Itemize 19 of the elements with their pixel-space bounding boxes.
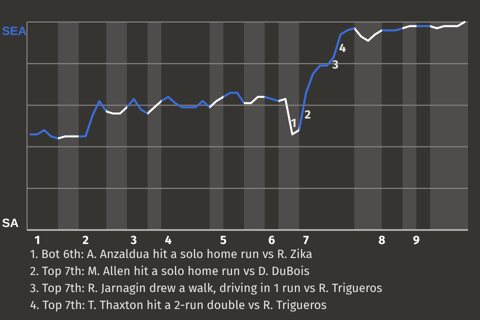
x-tick-label: 4 xyxy=(164,234,172,248)
annotation: 2 xyxy=(304,108,311,123)
annotation: 4 xyxy=(339,42,346,56)
x-tick-label: 8 xyxy=(378,234,386,248)
x-tick-label: 7 xyxy=(303,234,310,248)
text: 2. Top 7th: M. Allen hit a solo home run vs D. DuBois xyxy=(30,265,310,279)
x-tick-label: 6 xyxy=(268,234,276,248)
x-tick-label: 5 xyxy=(220,234,228,248)
text: 3. Top 7th: R. Jarnagin drew a walk, driving in 1 run vs R. Trigueros xyxy=(30,282,383,296)
x-tick-label: 3 xyxy=(130,234,137,248)
text: SA xyxy=(2,216,20,230)
annotation: 3 xyxy=(331,58,338,73)
x-tick-label: 9 xyxy=(412,234,420,248)
x-tick-label: 2 xyxy=(82,234,89,248)
annotation: 1 xyxy=(290,116,296,131)
text: 1. Bot 6th: A. Anzaldua hit a solo home run vs R. Zika xyxy=(30,248,312,262)
text: SEA xyxy=(2,24,28,38)
text: 4. Top 7th: T. Thaxton hit a 2-run double vs R. Trigueros xyxy=(30,299,327,313)
x-tick-label: 1 xyxy=(34,234,40,248)
